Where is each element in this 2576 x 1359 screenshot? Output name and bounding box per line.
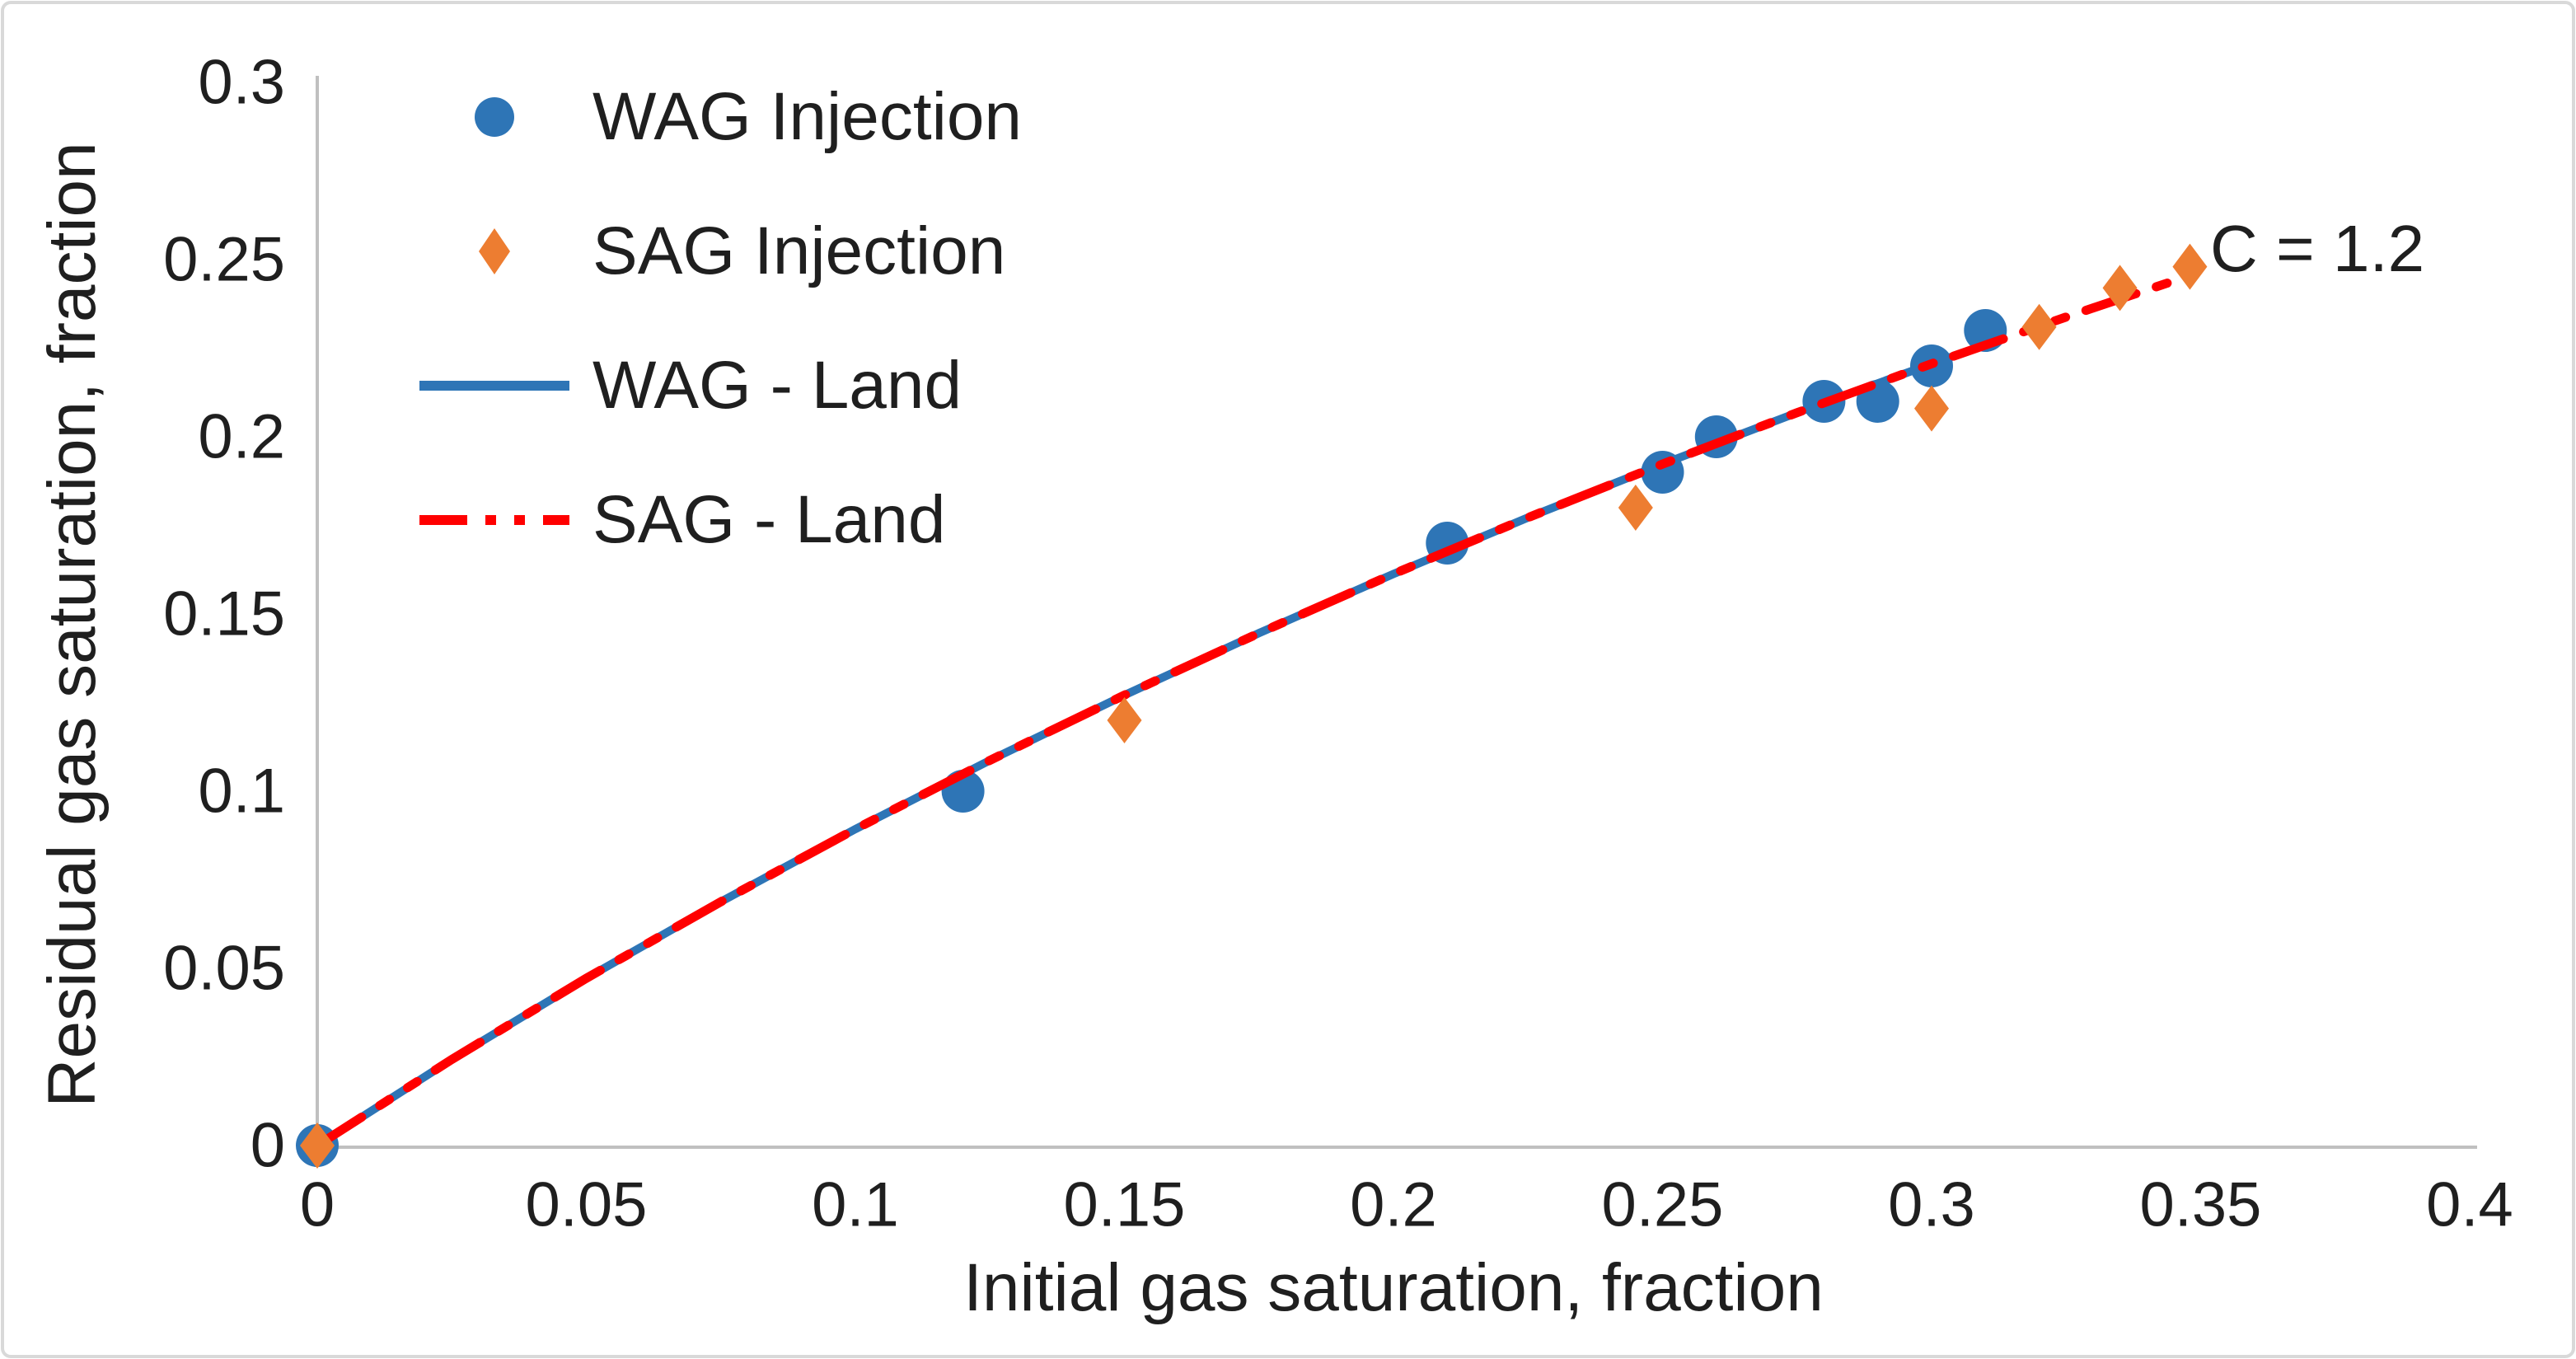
x-tick-label-0: 0: [300, 1170, 335, 1240]
x-tick-label-0.4: 0.4: [2426, 1170, 2513, 1240]
x-tick-label-0.25: 0.25: [1602, 1170, 1724, 1240]
data-point-sag-injection: [2102, 265, 2138, 312]
data-point-wag-injection: [1641, 451, 1684, 494]
legend-marker-circle-icon: [475, 96, 514, 137]
legend: WAG Injection SAG Injection WAG - Land SAG …: [416, 49, 1022, 587]
y-tick-label-0.3: 0.3: [198, 48, 285, 118]
data-point-sag-injection: [1107, 697, 1142, 743]
legend-marker-line-solid-icon: [419, 380, 569, 391]
annotation-c-value: C = 1.2: [2210, 212, 2425, 285]
x-tick-label-0.3: 0.3: [1888, 1170, 1975, 1240]
series-line-sag-land: [312, 273, 2190, 1150]
y-tick-label-0.15: 0.15: [163, 579, 285, 649]
legend-item-wag-land: WAG - Land: [416, 318, 1022, 452]
legend-marker-line-dash-dot-dot-icon: [419, 514, 569, 525]
data-point-sag-injection: [1618, 485, 1653, 531]
data-point-sag-injection: [2172, 243, 2208, 290]
legend-label: WAG Injection: [592, 78, 1023, 154]
x-axis-title: Initial gas saturation, fraction: [963, 1250, 1824, 1325]
x-tick-label-0.35: 0.35: [2140, 1170, 2262, 1240]
legend-label: WAG - Land: [592, 347, 962, 423]
legend-item-wag-injection: WAG Injection: [416, 49, 1022, 184]
legend-item-sag-injection: SAG Injection: [416, 184, 1022, 318]
legend-label: SAG Injection: [592, 213, 1006, 288]
legend-marker-diamond-icon: [479, 227, 510, 274]
legend-item-sag-land: SAG - Land: [416, 452, 1022, 587]
y-tick-label-0.1: 0.1: [198, 757, 285, 827]
y-tick-label-0.05: 0.05: [163, 934, 285, 1004]
x-tick-label-0.1: 0.1: [812, 1170, 899, 1240]
y-axis-title: Residual gas saturation, fraction: [35, 142, 110, 1108]
data-point-sag-injection: [2021, 303, 2057, 350]
x-tick-label-0.15: 0.15: [1064, 1170, 1186, 1240]
data-point-sag-injection: [300, 1122, 335, 1169]
x-tick-label-0.2: 0.2: [1350, 1170, 1437, 1240]
data-point-sag-injection: [1914, 385, 1949, 432]
y-tick-label-0.25: 0.25: [163, 225, 285, 295]
legend-label: SAG - Land: [592, 481, 946, 557]
y-tick-label-0.2: 0.2: [198, 402, 285, 472]
x-tick-label-0.05: 0.05: [526, 1170, 648, 1240]
y-tick-label-0: 0: [251, 1111, 285, 1181]
